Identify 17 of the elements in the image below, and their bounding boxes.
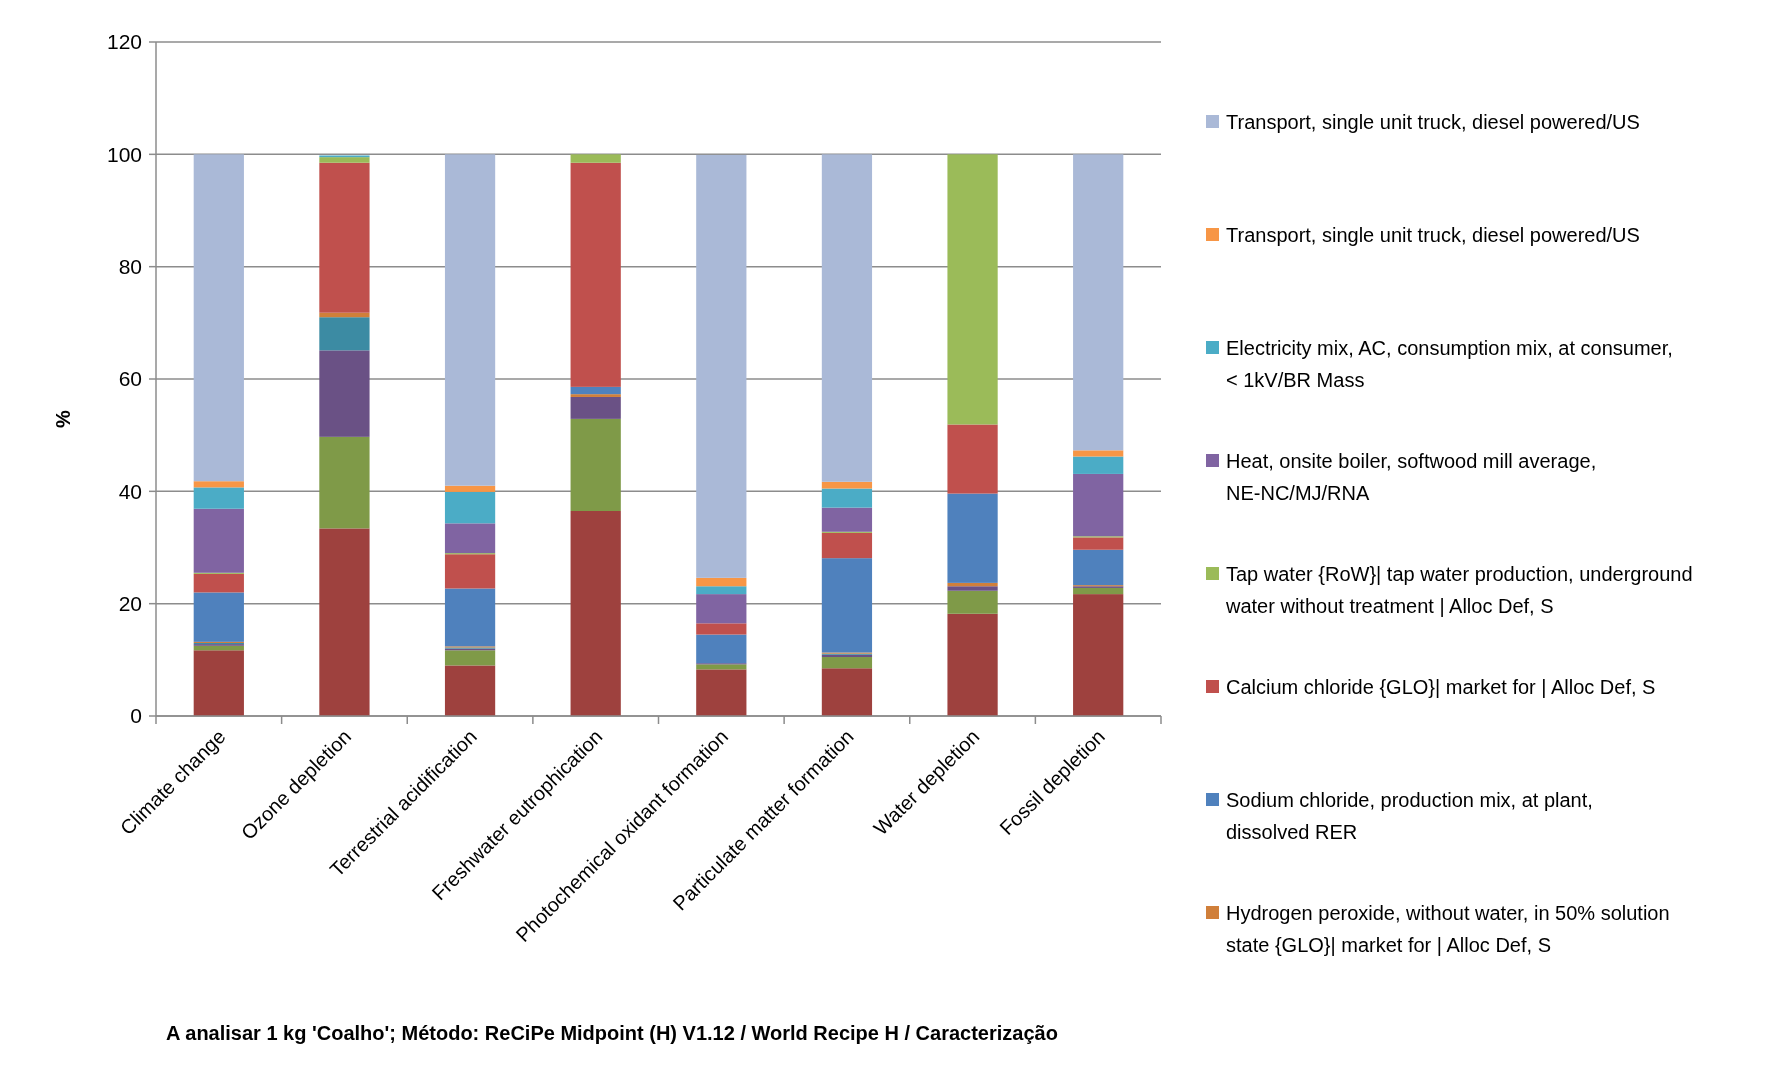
legend-label: Hydrogen peroxide, without water, in 50% solution state {GLO}| market for | Alloc Def, S	[1226, 902, 1670, 956]
legend-label: Heat, onsite boiler, softwood mill average, NE-NC/MJ/RNA	[1226, 450, 1597, 504]
legend-label: Tap water {RoW}| tap water production, underground water without treatment | Alloc Def, S	[1225, 563, 1693, 617]
y-tick-label: 20	[118, 592, 142, 616]
legend-label: Transport, single unit truck, diesel powered/US	[1226, 111, 1640, 133]
legend-label: Electricity mix, AC, consumption mix, at consumer, < 1kV/BR Mass	[1226, 337, 1673, 391]
legend-label: Calcium chloride {GLO}| market for | Alloc Def, S	[1226, 676, 1656, 698]
y-tick-label: 100	[106, 142, 142, 166]
y-tick-label: 40	[118, 479, 142, 503]
y-tick-label: 60	[118, 367, 142, 391]
legend-label: Sodium chloride, production mix, at plant, dissolved RER	[1226, 789, 1593, 843]
y-tick-label: 80	[118, 255, 142, 279]
legend-label: Transport, single unit truck, diesel powered/US	[1226, 224, 1640, 246]
y-tick-label: 120	[106, 30, 142, 54]
y-axis-title: %	[52, 409, 74, 428]
y-tick-label: 0	[130, 704, 142, 728]
text: A analisar 1 kg 'Coalho'; Método: ReCiPe Midpoint (H) V1.12 / World Recipe H / Caracterização	[166, 1022, 1058, 1044]
